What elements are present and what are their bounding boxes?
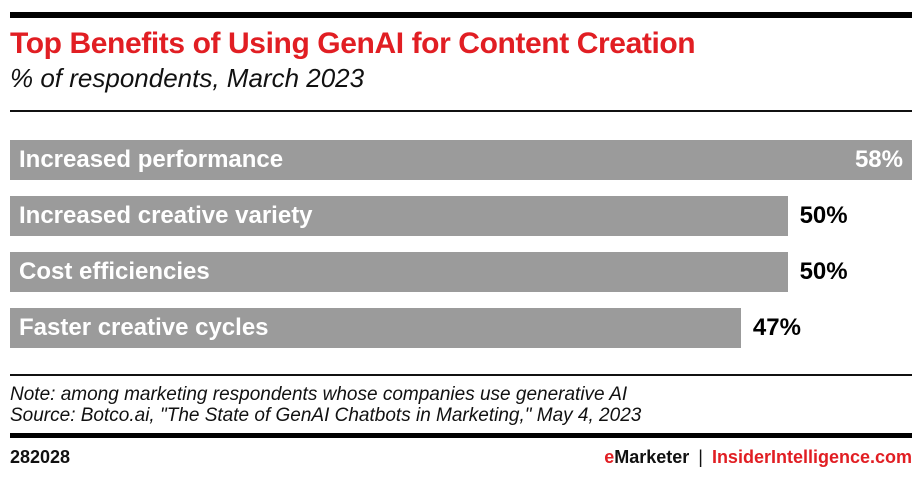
bar-value-label: 50% [799,258,848,285]
bar-row: Increased performance 58% [10,140,912,180]
note-text: Note: among marketing respondents whose … [10,384,628,405]
brand-site-link: InsiderIntelligence.com [711,447,912,467]
chart-page: Top Benefits of Using GenAI for Content … [0,12,922,467]
bar: Increased creative variety [10,196,788,236]
brand-emarketer-e: e [604,447,615,467]
notes-divider [10,374,912,376]
bar-chart: Increased performance 58% Increased creati… [10,140,912,348]
bar-value-label: 47% [752,314,801,341]
bar-category-label: Cost efficiencies [19,258,210,285]
bar: Increased performance 58% [10,140,912,180]
brand-logo: eMarketer | InsiderIntelligence.com [604,447,912,467]
footnotes: Note: among marketing respondents whose … [10,384,912,426]
bar-row: Cost efficiencies 50% [10,252,912,292]
bar-value-label: 58% [854,146,903,173]
bar-category-label: Increased creative variety [19,202,313,229]
footer: 282028 eMarketer | InsiderIntelligence.com [10,447,912,467]
chart-id: 282028 [10,447,71,467]
bar-category-label: Increased performance [19,146,284,173]
chart-title: Top Benefits of Using GenAI for Content … [10,27,696,60]
source-text: Source: Botco.ai, "The State of GenAI Ch… [10,405,642,426]
bar-row: Faster creative cycles 47% [10,308,912,348]
top-divider [10,12,912,18]
brand-emarketer-rest: Marketer [614,447,690,467]
chart-subtitle: % of respondents, March 2023 [10,63,365,93]
bar: Cost efficiencies [10,252,788,292]
title-divider [10,110,912,112]
footer-divider [10,433,912,438]
bar: Faster creative cycles [10,308,741,348]
bar-category-label: Faster creative cycles [19,314,269,341]
brand-separator: | [698,447,703,467]
bar-value-label: 50% [799,202,848,229]
bar-row: Increased creative variety 50% [10,196,912,236]
